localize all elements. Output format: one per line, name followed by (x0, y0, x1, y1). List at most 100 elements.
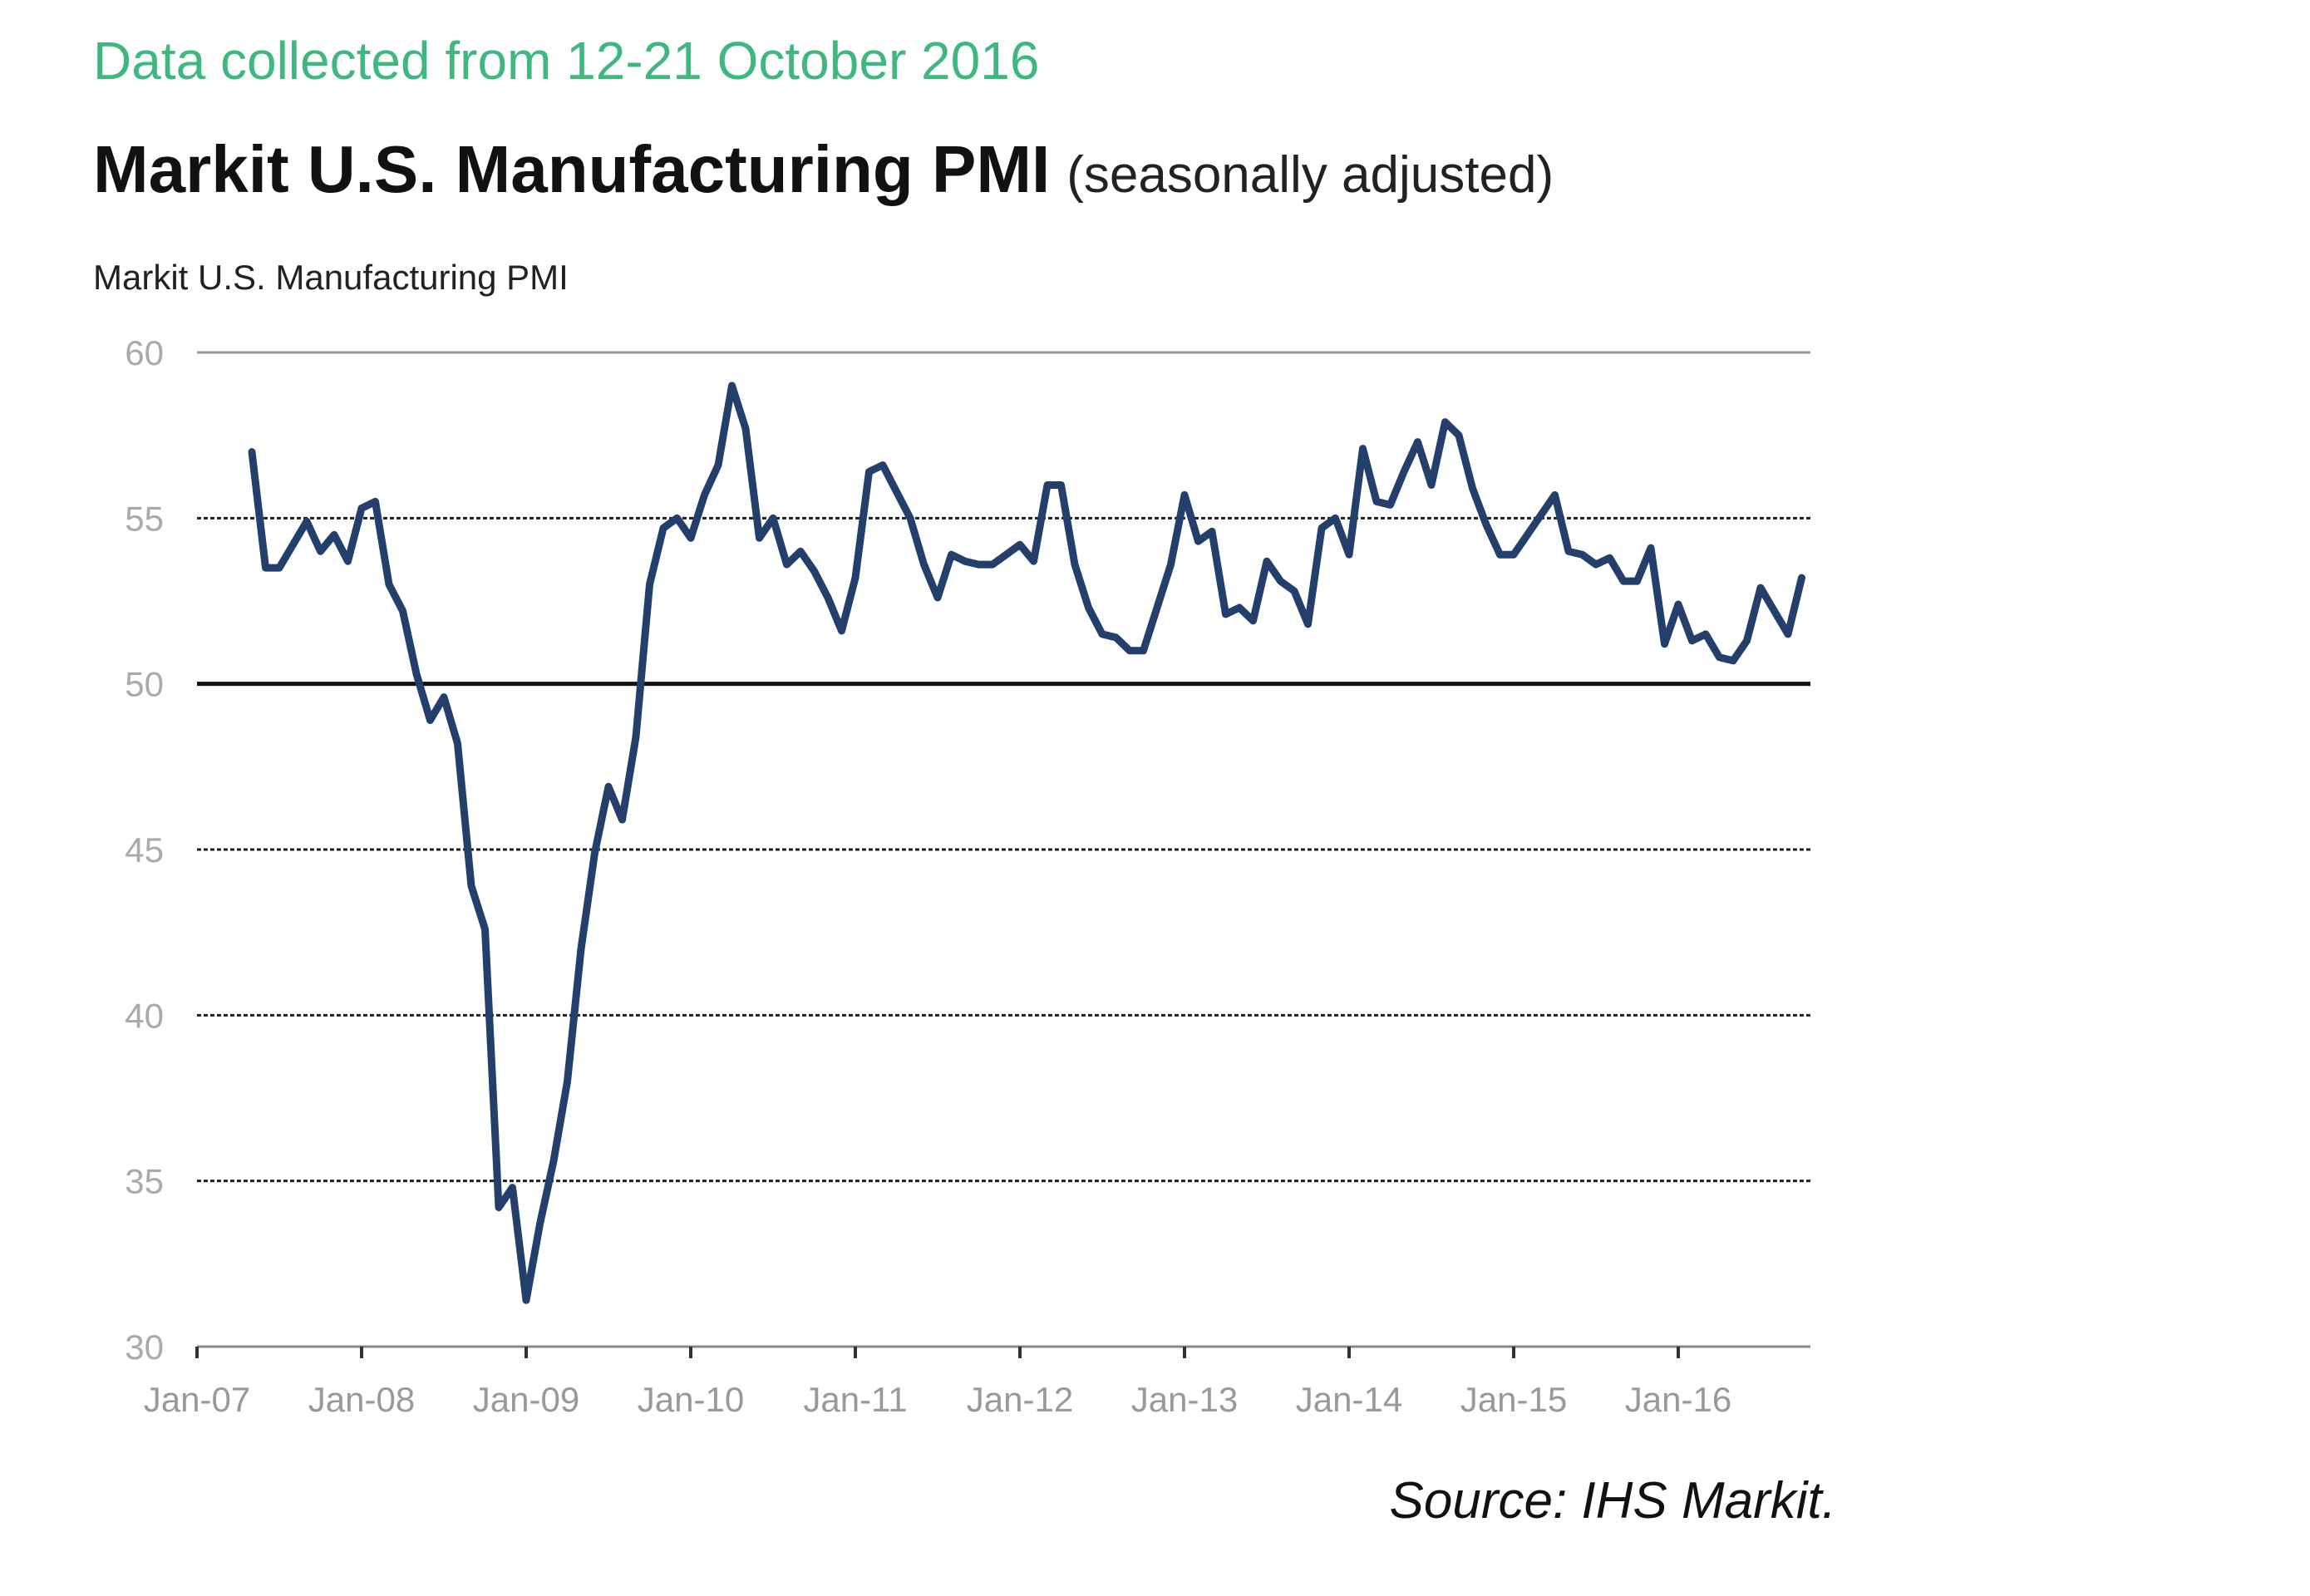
x-tick-label: Jan-15 (1460, 1380, 1567, 1419)
data-point (1143, 650, 1144, 652)
x-tick-label: Jan-09 (473, 1380, 579, 1419)
data-point (1458, 435, 1460, 436)
x-tick-label: Jan-12 (967, 1380, 1073, 1419)
y-axis-label: Markit U.S. Manufacturing PMI (93, 258, 569, 297)
x-tick-label: Jan-10 (638, 1380, 744, 1419)
y-tick-label: 60 (125, 333, 164, 372)
data-point (896, 490, 897, 492)
data-point (402, 610, 403, 612)
data-point (855, 577, 856, 579)
chart-title-main: Markit U.S. Manufacturing PMI (93, 132, 1051, 206)
data-point (525, 1299, 527, 1301)
data-point (1006, 554, 1007, 555)
data-point (1033, 560, 1034, 562)
data-point (498, 1207, 500, 1209)
data-point (470, 885, 472, 887)
data-point (567, 1081, 568, 1082)
data-point (731, 385, 732, 387)
y-tick-label: 30 (125, 1328, 164, 1367)
data-point (1650, 547, 1652, 549)
data-point (1746, 640, 1747, 642)
data-point (909, 517, 911, 519)
chart-title-qualifier: (seasonally adjusted) (1066, 146, 1554, 204)
data-point (1170, 564, 1171, 565)
data-point (1595, 564, 1597, 565)
data-point (1239, 607, 1240, 608)
x-tick-label: Jan-11 (803, 1380, 907, 1419)
data-point (1445, 421, 1446, 423)
data-point (1280, 580, 1281, 582)
data-point (759, 537, 760, 539)
data-point (594, 852, 595, 854)
data-point (841, 630, 842, 632)
data-point (1609, 557, 1610, 559)
data-point (1417, 441, 1418, 443)
data-point (814, 570, 815, 572)
data-point (1787, 633, 1789, 635)
y-tick-label: 50 (125, 665, 164, 704)
data-point (1527, 534, 1528, 535)
data-point (1088, 607, 1089, 608)
y-tick-label: 35 (125, 1162, 164, 1201)
data-point (580, 948, 582, 950)
data-point (1019, 544, 1021, 545)
data-point (608, 786, 609, 787)
y-tick-label: 55 (125, 499, 164, 538)
y-tick-label: 45 (125, 830, 164, 869)
data-point (1266, 560, 1268, 562)
data-point (1225, 613, 1226, 615)
data-point (430, 720, 431, 722)
data-point (278, 567, 280, 569)
data-point (800, 550, 801, 552)
data-point (1335, 517, 1336, 519)
data-point (388, 584, 390, 585)
data-point (1403, 471, 1405, 473)
y-tick-label: 40 (125, 996, 164, 1035)
data-point (1623, 580, 1624, 582)
data-point (992, 564, 993, 565)
data-point (717, 465, 719, 466)
data-point (320, 550, 321, 552)
data-point (978, 564, 979, 565)
data-point (416, 673, 417, 675)
data-point (635, 736, 637, 737)
data-point (251, 451, 253, 453)
data-point (1513, 554, 1515, 555)
data-point (1732, 660, 1734, 662)
data-point (265, 567, 266, 569)
data-point (1705, 633, 1707, 635)
data-point (1664, 643, 1665, 645)
data-point (512, 1187, 513, 1189)
data-point (1101, 633, 1103, 635)
chart-title: Markit U.S. Manufacturing PMI (seasonally… (93, 131, 1554, 208)
data-point (306, 520, 308, 522)
data-point (1362, 448, 1363, 450)
collection-note: Data collected from 12-21 October 2016 (93, 31, 1040, 91)
x-tick-label: Jan-07 (144, 1380, 250, 1419)
data-point (1293, 590, 1295, 592)
data-point (649, 584, 650, 585)
data-point (457, 742, 458, 744)
data-point (772, 517, 774, 519)
data-point (1582, 554, 1583, 555)
data-point (1719, 657, 1720, 658)
data-point (1348, 554, 1350, 555)
data-point (333, 534, 335, 535)
data-point (1677, 603, 1679, 605)
x-tick-label: Jan-08 (308, 1380, 415, 1419)
data-point (1774, 610, 1775, 612)
x-tick-label: Jan-13 (1131, 1380, 1238, 1419)
pmi-series-line (248, 382, 1805, 1304)
data-point (1198, 540, 1199, 542)
data-point (1801, 577, 1802, 579)
x-tick-label: Jan-16 (1625, 1380, 1731, 1419)
data-point (951, 554, 952, 555)
x-tick-label: Jan-14 (1296, 1380, 1402, 1419)
data-point (1253, 620, 1254, 622)
data-point (1637, 580, 1638, 582)
data-point (1472, 487, 1473, 489)
source-note: Source: IHS Markit. (1389, 1472, 1836, 1530)
data-point (786, 564, 787, 565)
data-point (690, 537, 692, 539)
